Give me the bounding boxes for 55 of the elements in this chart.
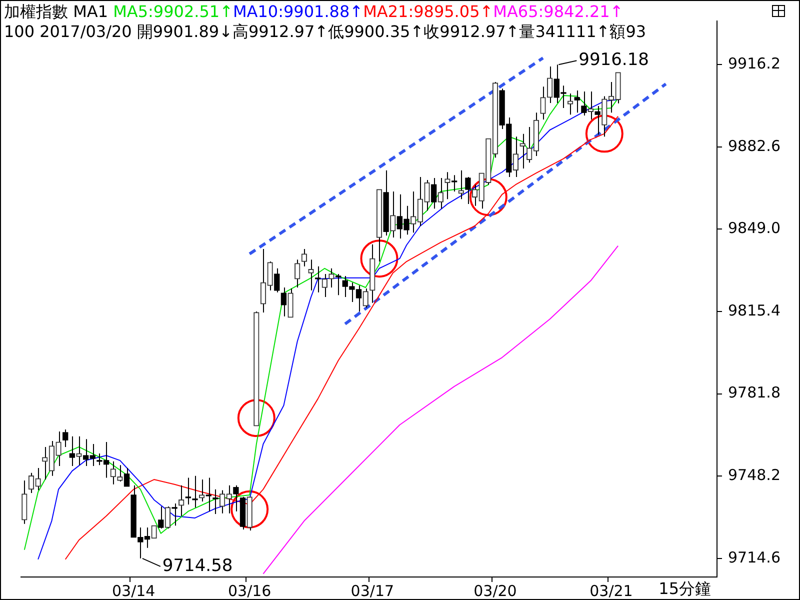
candlestick bbox=[206, 477, 212, 512]
text: MA65:9842.21↑ bbox=[493, 2, 624, 21]
y-tick-label: 9781.8 bbox=[728, 384, 780, 402]
candlestick bbox=[158, 506, 164, 530]
candlestick bbox=[594, 105, 600, 136]
candlestick bbox=[581, 91, 587, 116]
candlestick bbox=[540, 86, 546, 120]
candlestick bbox=[458, 170, 464, 200]
point bbox=[360, 240, 398, 278]
text: MA21:9895.05↑ bbox=[363, 2, 494, 21]
candlestick bbox=[301, 248, 308, 267]
point bbox=[230, 490, 269, 528]
point bbox=[469, 178, 508, 216]
candlestick bbox=[233, 484, 239, 512]
x-tick-label: 03/14 bbox=[112, 582, 156, 600]
candlestick bbox=[69, 436, 76, 467]
candlestick bbox=[451, 174, 458, 192]
candlestick bbox=[212, 488, 218, 515]
annotation: 100 2017/03/20 開9901.89↓高9912.97↑低9900.35↑收9912.97↑量341111↑額93 bbox=[4, 22, 646, 42]
y-tick-label: 9916.2 bbox=[728, 54, 780, 72]
y-tick-label: 9882.6 bbox=[728, 136, 780, 155]
point bbox=[237, 399, 276, 438]
candlestick bbox=[192, 475, 198, 508]
candlestick bbox=[274, 268, 280, 293]
x-tick-label: 03/16 bbox=[228, 582, 272, 600]
candlestick bbox=[335, 274, 342, 296]
x-tick-label: 03/21 bbox=[590, 582, 633, 600]
candlestick bbox=[172, 503, 178, 526]
candlestick bbox=[151, 525, 157, 539]
candlestick bbox=[62, 429, 68, 448]
point bbox=[585, 114, 624, 153]
candlestick bbox=[574, 90, 580, 114]
text: MA10:9901.88↑ bbox=[233, 2, 364, 21]
candlestick bbox=[110, 460, 116, 485]
text: MA5:9902.51↑ bbox=[113, 2, 233, 21]
candlestick bbox=[520, 133, 526, 169]
candlestick bbox=[280, 286, 287, 317]
candlestick bbox=[178, 484, 184, 517]
candlestick bbox=[308, 259, 314, 291]
x-tick-label: 03/17 bbox=[350, 582, 394, 600]
y-tick-label: 9748.2 bbox=[728, 466, 780, 484]
chart-title: 加權指數 MA1 bbox=[4, 2, 110, 21]
y-tick-label: 9815.4 bbox=[728, 301, 780, 320]
y-tick-label: 9714.6 bbox=[728, 548, 780, 566]
annotation: 9916.18 bbox=[578, 50, 649, 70]
annotation: 9714.58 bbox=[162, 556, 233, 576]
candlestick bbox=[294, 259, 300, 288]
candlestick bbox=[430, 178, 437, 210]
text: 15分鐘 bbox=[658, 578, 711, 599]
candlestick bbox=[567, 93, 574, 116]
candlestick bbox=[124, 468, 130, 487]
x-tick-label: 03/20 bbox=[474, 582, 517, 600]
candlestick bbox=[322, 274, 328, 298]
candlestick bbox=[465, 176, 471, 204]
y-tick-label: 9849.0 bbox=[728, 219, 780, 238]
